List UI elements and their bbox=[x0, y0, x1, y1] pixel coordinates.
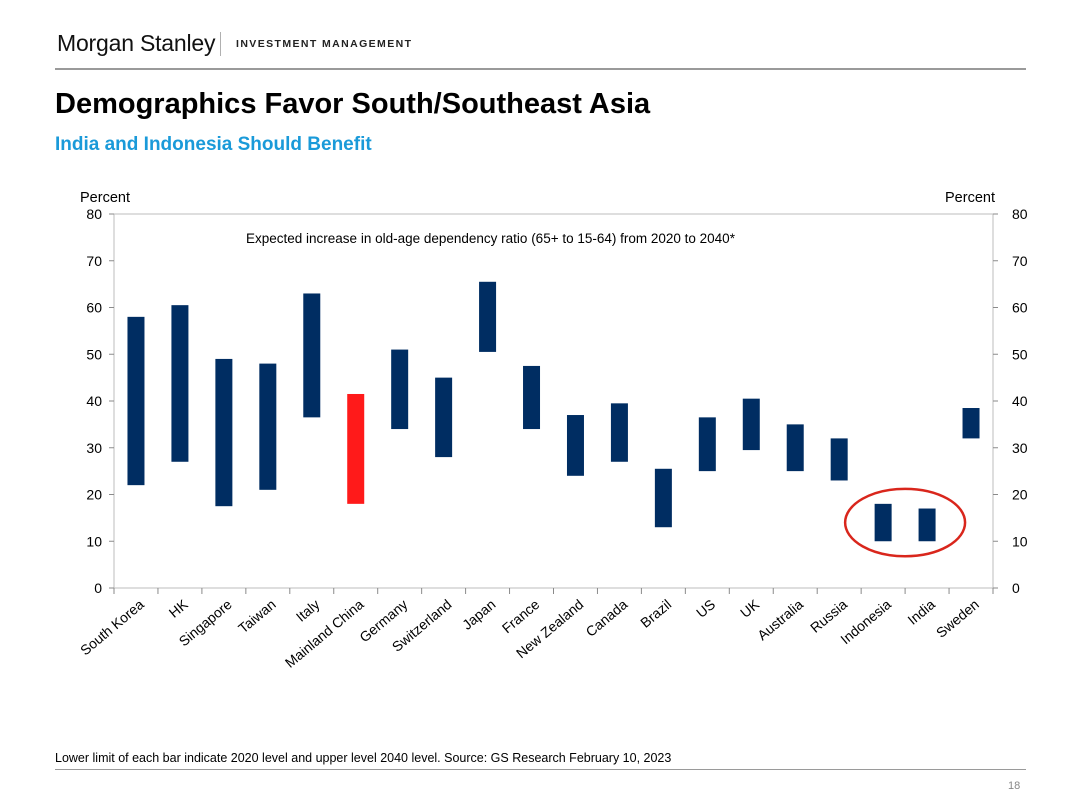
bar-canada bbox=[610, 403, 628, 462]
bar-russia bbox=[830, 438, 848, 481]
y-tick-label-left: 0 bbox=[94, 580, 102, 596]
bar-us bbox=[698, 417, 716, 472]
y-tick-label-right: 70 bbox=[1012, 253, 1028, 269]
bar-switzerland bbox=[435, 377, 453, 458]
bar-new-zealand bbox=[566, 415, 584, 476]
footer-rule bbox=[55, 769, 1026, 770]
bar-sweden bbox=[962, 408, 980, 439]
x-tick-label: Japan bbox=[459, 596, 499, 633]
y-tick-label-right: 80 bbox=[1012, 206, 1028, 222]
bar-taiwan bbox=[259, 363, 277, 490]
x-tick-label: Sweden bbox=[933, 596, 982, 641]
y-axis-title-left: Percent bbox=[80, 190, 130, 206]
bar-singapore bbox=[215, 358, 233, 507]
highlight-circle bbox=[843, 487, 967, 558]
chart-annotation: Expected increase in old-age dependency … bbox=[246, 231, 736, 246]
division-name: INVESTMENT MANAGEMENT bbox=[236, 38, 413, 50]
x-tick-label: South Korea bbox=[77, 596, 147, 658]
logo-divider bbox=[220, 32, 221, 56]
bar-italy bbox=[303, 293, 321, 418]
x-tick-label: UK bbox=[737, 596, 763, 621]
y-tick-label-left: 70 bbox=[86, 253, 102, 269]
x-tick-label: Italy bbox=[293, 596, 323, 625]
y-tick-label-left: 80 bbox=[86, 206, 102, 222]
y-tick-label-left: 30 bbox=[86, 440, 102, 456]
bar-mainland-china bbox=[347, 393, 365, 504]
page-title: Demographics Favor South/Southeast Asia bbox=[55, 88, 651, 120]
x-tick-label: Brazil bbox=[637, 596, 674, 631]
y-tick-label-left: 10 bbox=[86, 533, 102, 549]
plot-area bbox=[113, 213, 994, 589]
x-tick-label: Australia bbox=[754, 596, 806, 643]
y-tick-label-right: 50 bbox=[1012, 346, 1028, 362]
bar-germany bbox=[391, 349, 409, 430]
x-tick-label: US bbox=[693, 596, 718, 621]
y-axis-title-right: Percent bbox=[945, 190, 995, 206]
x-tick-label: India bbox=[904, 596, 938, 628]
page-subtitle: India and Indonesia Should Benefit bbox=[55, 134, 372, 155]
y-tick-label-right: 0 bbox=[1012, 580, 1020, 596]
y-tick-label-left: 40 bbox=[86, 393, 102, 409]
y-tick-label-left: 20 bbox=[86, 487, 102, 503]
y-tick-label-right: 60 bbox=[1012, 300, 1028, 316]
y-tick-label-right: 40 bbox=[1012, 393, 1028, 409]
x-tick-label: Taiwan bbox=[235, 596, 279, 636]
y-tick-label-left: 50 bbox=[86, 346, 102, 362]
x-tick-label: Mainland China bbox=[282, 596, 367, 671]
bar-uk bbox=[742, 398, 760, 451]
page-number: 18 bbox=[1008, 780, 1021, 792]
x-tick-label: HK bbox=[166, 596, 192, 621]
y-tick-label-left: 60 bbox=[86, 300, 102, 316]
bar-indonesia bbox=[874, 503, 892, 542]
bar-south-korea bbox=[127, 316, 145, 486]
footnote: Lower limit of each bar indicate 2020 le… bbox=[55, 751, 672, 765]
y-tick-label-right: 30 bbox=[1012, 440, 1028, 456]
bar-france bbox=[523, 365, 541, 430]
bar-india bbox=[918, 508, 936, 542]
x-tick-label: Canada bbox=[582, 596, 630, 640]
bar-brazil bbox=[654, 468, 672, 528]
brand-logo: Morgan Stanley bbox=[57, 30, 216, 56]
bar-japan bbox=[479, 281, 497, 352]
bar-australia bbox=[786, 424, 804, 472]
y-tick-label-right: 10 bbox=[1012, 533, 1028, 549]
header-rule bbox=[55, 68, 1026, 70]
bar-hk bbox=[171, 305, 189, 462]
y-tick-label-right: 20 bbox=[1012, 487, 1028, 503]
